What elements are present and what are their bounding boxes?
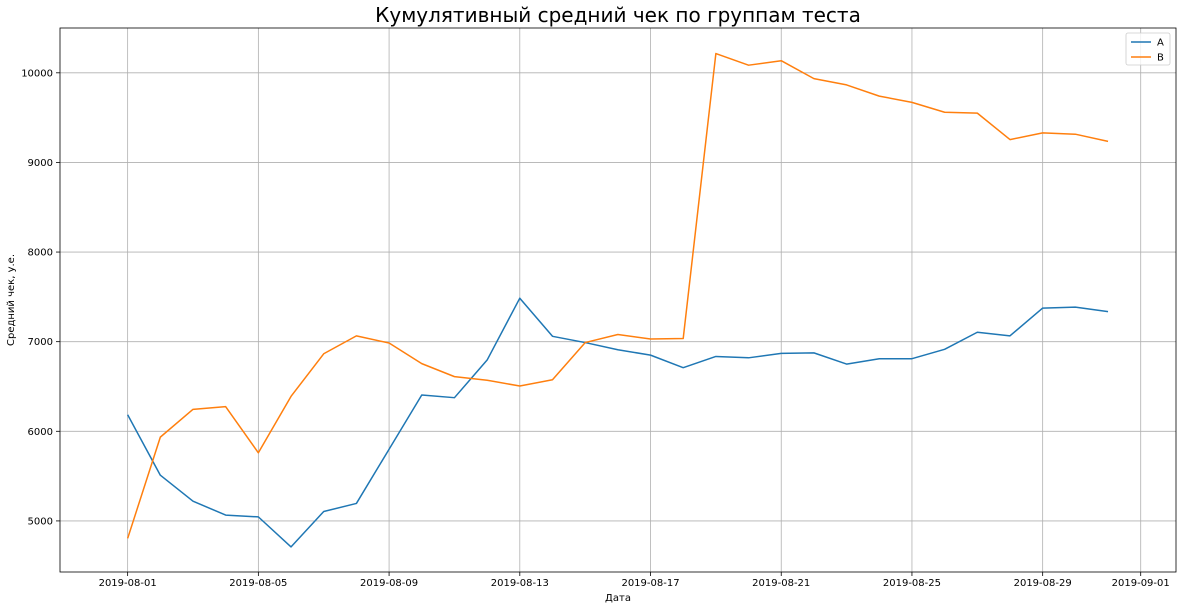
- x-axis: 2019-08-01 2019-08-05 2019-08-09 2019-08-13…: [99, 572, 1170, 589]
- x-tick-label: 2019-08-05: [229, 578, 287, 589]
- x-tick-label: 2019-08-29: [1014, 578, 1072, 589]
- x-tick-label: 2019-08-09: [360, 578, 418, 589]
- y-tick-label: 5000: [28, 516, 53, 527]
- grid: [60, 28, 1176, 572]
- y-tick-label: 8000: [28, 248, 53, 259]
- y-tick-label: 6000: [28, 427, 53, 438]
- legend-label-A: A: [1157, 38, 1164, 49]
- x-axis-label: Дата: [605, 593, 631, 604]
- legend: AB: [1125, 32, 1171, 66]
- x-tick-label: 2019-08-13: [491, 578, 549, 589]
- x-tick-label: 2019-08-17: [621, 578, 679, 589]
- x-tick-label: 2019-08-25: [883, 578, 941, 589]
- y-tick-label: 7000: [28, 337, 53, 348]
- legend-label-B: B: [1157, 53, 1164, 64]
- series-layer: [126, 52, 1109, 548]
- x-tick-label: 2019-09-01: [1112, 578, 1170, 589]
- x-tick-label: 2019-08-01: [99, 578, 157, 589]
- x-tick-label: 2019-08-21: [752, 578, 810, 589]
- y-tick-label: 9000: [28, 158, 53, 169]
- plot-frame: [59, 27, 1177, 573]
- series-line-A: [126, 297, 1109, 548]
- y-axis: 5000 6000 7000 8000 9000 10000: [21, 68, 60, 527]
- chart-title: Кумулятивный средний чек по группам тест…: [375, 3, 861, 27]
- y-axis-label: Средний чек, у.е.: [6, 254, 17, 346]
- series-line-B: [126, 52, 1109, 539]
- y-tick-label: 10000: [21, 68, 53, 79]
